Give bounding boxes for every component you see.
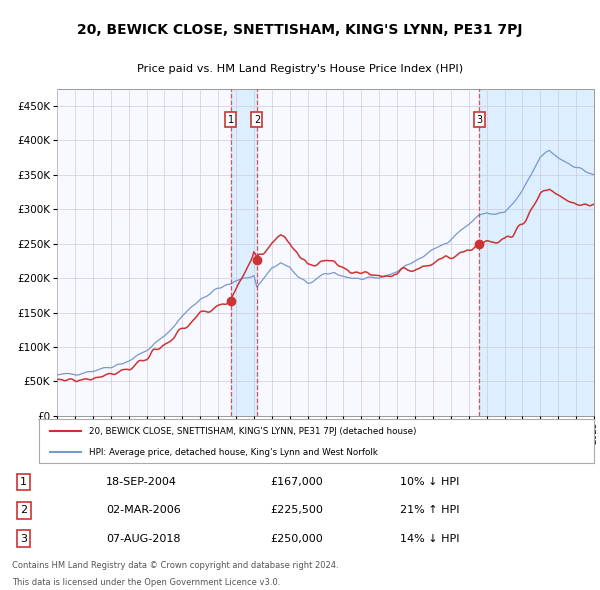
Text: 3: 3: [476, 114, 482, 124]
Text: 3: 3: [20, 534, 27, 543]
Text: 18-SEP-2004: 18-SEP-2004: [106, 477, 177, 487]
Text: 1: 1: [20, 477, 27, 487]
Text: 07-AUG-2018: 07-AUG-2018: [106, 534, 181, 543]
Text: £167,000: £167,000: [271, 477, 323, 487]
Text: This data is licensed under the Open Government Licence v3.0.: This data is licensed under the Open Gov…: [12, 578, 280, 588]
Bar: [231, 88, 257, 416]
Text: 20, BEWICK CLOSE, SNETTISHAM, KING'S LYNN, PE31 7PJ: 20, BEWICK CLOSE, SNETTISHAM, KING'S LYN…: [77, 24, 523, 37]
Text: HPI: Average price, detached house, King's Lynn and West Norfolk: HPI: Average price, detached house, King…: [89, 448, 378, 457]
Text: 20, BEWICK CLOSE, SNETTISHAM, KING'S LYNN, PE31 7PJ (detached house): 20, BEWICK CLOSE, SNETTISHAM, KING'S LYN…: [89, 427, 416, 436]
Bar: [479, 88, 594, 416]
Text: Price paid vs. HM Land Registry's House Price Index (HPI): Price paid vs. HM Land Registry's House …: [137, 64, 463, 74]
Text: 2: 2: [20, 506, 27, 515]
Text: 14% ↓ HPI: 14% ↓ HPI: [400, 534, 460, 543]
Text: Contains HM Land Registry data © Crown copyright and database right 2024.: Contains HM Land Registry data © Crown c…: [12, 560, 338, 570]
Text: 2: 2: [254, 114, 260, 124]
Text: £250,000: £250,000: [271, 534, 323, 543]
Text: 21% ↑ HPI: 21% ↑ HPI: [400, 506, 460, 515]
Text: 02-MAR-2006: 02-MAR-2006: [106, 506, 181, 515]
Text: 10% ↓ HPI: 10% ↓ HPI: [400, 477, 460, 487]
Text: £225,500: £225,500: [271, 506, 323, 515]
Text: 1: 1: [228, 114, 234, 124]
